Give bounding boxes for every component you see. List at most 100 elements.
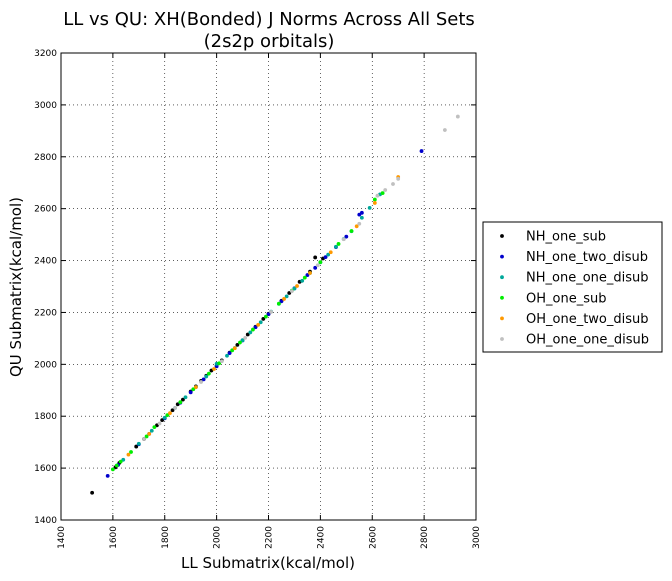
data-point-OH-one-two-disub (372, 201, 377, 205)
data-point-OH-one-sub (144, 434, 149, 439)
data-point-OH-one-sub (165, 413, 170, 418)
data-point-OH-one-one-disub (289, 289, 294, 294)
data-point-NH-one-two-disub (313, 265, 318, 270)
x-tick-label: 1400 (57, 526, 67, 549)
data-point-NH-one-two-disub (344, 234, 349, 239)
data-points (90, 114, 460, 495)
y-tick-label: 2000 (34, 360, 57, 370)
data-point-NH-one-two-disub (279, 299, 284, 304)
y-tick-label: 2800 (34, 153, 57, 163)
data-point-OH-one-sub (372, 197, 377, 202)
data-point-OH-one-sub (118, 459, 123, 464)
legend-marker-OH-one-one-disub (500, 337, 504, 341)
y-axis-label: QU Submatrix(kcal/mol) (7, 197, 25, 377)
grid-lines (61, 53, 476, 520)
data-point-OH-one-sub (152, 425, 157, 430)
legend-marker-OH-one-sub (500, 295, 504, 300)
data-point-OH-one-sub (206, 371, 211, 376)
x-tick-label: 2000 (213, 526, 223, 549)
data-point-OH-one-sub (302, 275, 307, 280)
data-point-NH-one-one-disub (334, 244, 338, 249)
legend-marker-NH-one-sub (500, 234, 504, 238)
data-point-OH-one-one-disub (142, 437, 146, 441)
data-point-NH-one-one-disub (136, 441, 141, 446)
data-point-OH-one-two-disub (168, 411, 172, 416)
data-point-NH-one-one-disub (258, 320, 263, 325)
data-point-NH-one-one-disub (204, 374, 209, 379)
data-point-NH-one-two-disub (419, 149, 424, 153)
data-point-OH-one-two-disub (328, 250, 333, 255)
data-point-NH-one-sub (261, 317, 266, 321)
data-point-NH-one-sub (90, 490, 95, 495)
data-point-OH-one-sub (380, 191, 385, 196)
data-point-NH-one-one-disub (300, 278, 305, 283)
data-point-NH-one-one-disub (225, 353, 229, 358)
data-point-NH-one-one-disub (162, 415, 167, 420)
data-point-OH-one-two-disub (282, 297, 286, 301)
data-point-OH-one-sub (110, 467, 115, 472)
data-point-OH-one-one-disub (219, 359, 224, 364)
y-tick-label: 1600 (34, 464, 57, 474)
data-point-NH-one-two-disub (253, 325, 258, 330)
data-point-OH-one-sub (178, 400, 183, 405)
y-tick-label: 3200 (34, 49, 57, 59)
data-point-OH-one-two-disub (256, 322, 261, 327)
data-point-OH-one-one-disub (357, 221, 362, 226)
data-point-OH-one-one-disub (199, 380, 203, 384)
data-point-OH-one-sub (217, 361, 222, 366)
data-point-OH-one-one-disub (391, 182, 395, 186)
data-point-OH-one-one-disub (375, 193, 380, 198)
data-point-NH-one-one-disub (240, 338, 245, 343)
data-point-OH-one-one-disub (442, 128, 447, 132)
data-point-NH-one-sub (134, 444, 139, 449)
y-tick-label: 2400 (34, 257, 57, 267)
data-point-NH-one-two-disub (323, 255, 328, 260)
legend-label: OH_one_two_disub (526, 312, 649, 327)
data-point-OH-one-two-disub (126, 452, 131, 457)
data-point-OH-one-two-disub (308, 271, 312, 275)
data-point-OH-one-two-disub (354, 224, 359, 229)
legend-marker-OH-one-two-disub (500, 316, 504, 321)
data-point-NH-one-sub (181, 397, 185, 402)
legend-marker-NH-one-two-disub (500, 254, 504, 259)
legend-marker-NH-one-one-disub (500, 275, 504, 280)
data-point-NH-one-sub (170, 408, 175, 413)
data-point-NH-one-one-disub (183, 395, 188, 400)
data-point-OH-one-two-disub (193, 385, 198, 390)
legend-label: NH_one_one_disub (526, 271, 649, 286)
data-point-OH-one-one-disub (269, 310, 273, 314)
x-tick-label: 1600 (109, 526, 119, 549)
data-point-OH-one-one-disub (157, 421, 162, 426)
data-point-OH-one-one-disub (455, 114, 460, 119)
data-point-NH-one-two-disub (305, 273, 310, 277)
data-point-OH-one-two-disub (212, 367, 216, 371)
x-tick-label: 2200 (265, 526, 275, 549)
data-point-OH-one-sub (349, 229, 354, 233)
data-point-NH-one-one-disub (149, 428, 154, 433)
data-point-NH-one-one-disub (284, 294, 289, 299)
legend: NH_one_sub NH_one_two_disub NH_one_one_dis… (482, 221, 663, 353)
data-point-NH-one-two-disub (201, 377, 206, 382)
data-point-OH-one-sub (129, 450, 133, 454)
x-tick-label: 2800 (420, 526, 430, 549)
data-point-OH-one-sub (264, 314, 268, 319)
y-tick-label: 3000 (34, 101, 57, 111)
data-point-NH-one-sub (313, 255, 318, 260)
data-point-OH-one-two-disub (147, 431, 152, 436)
legend-label: OH_one_sub (526, 291, 606, 306)
y-tick-label: 1800 (34, 412, 57, 422)
data-point-NH-one-two-disub (266, 312, 271, 317)
data-point-OH-one-one-disub (173, 406, 178, 410)
y-tick-label: 1400 (34, 516, 57, 526)
data-point-NH-one-one-disub (326, 252, 331, 257)
data-point-OH-one-sub (191, 387, 196, 392)
x-tick-label: 2600 (368, 526, 378, 549)
data-point-OH-one-one-disub (383, 188, 388, 192)
data-point-NH-one-one-disub (367, 205, 372, 210)
x-tick-label: 3000 (472, 526, 482, 549)
y-tick-label: 2600 (34, 205, 57, 215)
data-point-NH-one-two-disub (359, 210, 364, 215)
data-point-OH-one-sub (251, 327, 255, 332)
x-tick-label: 1800 (161, 526, 171, 549)
